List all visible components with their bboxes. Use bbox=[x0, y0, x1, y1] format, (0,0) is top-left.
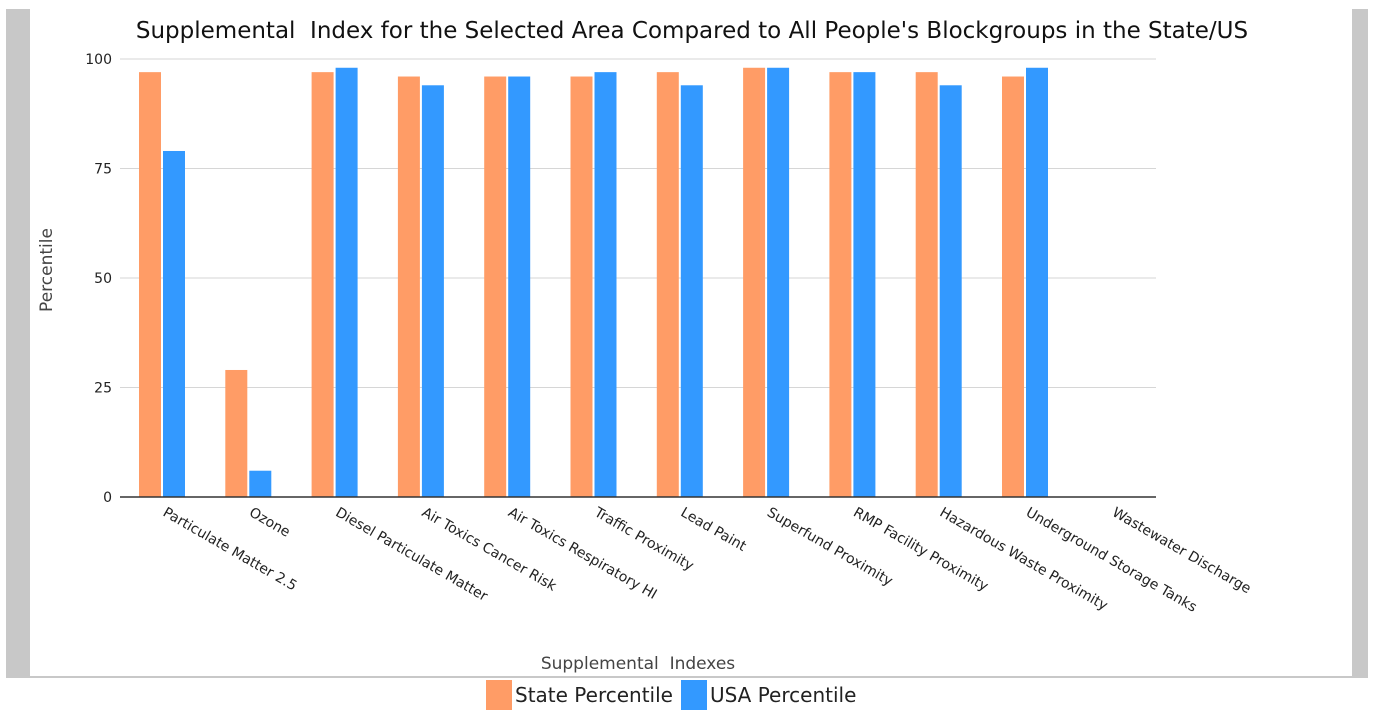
bar-usa[interactable] bbox=[767, 67, 790, 497]
chart-title: Supplemental Index for the Selected Area… bbox=[136, 18, 1248, 44]
bar-state[interactable] bbox=[397, 76, 420, 498]
bar-state[interactable] bbox=[743, 67, 766, 497]
x-tick-label: Underground Storage Tanks bbox=[1023, 505, 1199, 616]
bar-state[interactable] bbox=[656, 72, 679, 497]
x-tick-label: Wastewater Discharge bbox=[1109, 505, 1253, 598]
x-tick-label: Hazardous Waste Proximity bbox=[937, 505, 1111, 614]
bar-state[interactable] bbox=[225, 369, 248, 497]
x-axis-label: Supplemental Indexes bbox=[541, 654, 735, 674]
bar-usa[interactable] bbox=[249, 470, 272, 497]
bar-state[interactable] bbox=[1002, 76, 1024, 498]
bars bbox=[139, 67, 1048, 498]
y-axis-ticks: 0 25 50 75 100 bbox=[85, 52, 112, 506]
bar-usa[interactable] bbox=[508, 76, 531, 498]
legend-label-state: State Percentile bbox=[515, 683, 673, 707]
bar-usa[interactable] bbox=[421, 85, 444, 497]
bar-state[interactable] bbox=[139, 72, 161, 497]
bar-state[interactable] bbox=[311, 72, 334, 497]
bar-usa[interactable] bbox=[939, 85, 962, 497]
x-tick-label: Ozone bbox=[246, 505, 292, 541]
legend-label-usa: USA Percentile bbox=[709, 683, 857, 707]
x-tick-label: Diesel Particulate Matter bbox=[333, 505, 491, 605]
legend-item-usa[interactable]: USA Percentile bbox=[680, 680, 857, 710]
y-tick-label: 75 bbox=[94, 162, 112, 178]
gridlines bbox=[120, 58, 1156, 388]
y-axis-label: Percentile bbox=[37, 228, 57, 312]
y-tick-label: 25 bbox=[94, 381, 112, 397]
x-tick-label: Lead Paint bbox=[678, 505, 749, 555]
bar-usa[interactable] bbox=[680, 85, 703, 497]
bar-state[interactable] bbox=[570, 76, 593, 498]
legend-item-state[interactable]: State Percentile bbox=[486, 680, 673, 710]
bar-usa[interactable] bbox=[853, 72, 876, 497]
y-tick-label: 0 bbox=[103, 490, 112, 506]
y-tick-label: 50 bbox=[94, 271, 112, 287]
y-tick-label: 100 bbox=[85, 52, 112, 68]
bar-usa[interactable] bbox=[163, 150, 185, 498]
bar-usa[interactable] bbox=[594, 72, 617, 497]
bar-state[interactable] bbox=[484, 76, 507, 498]
legend-swatch-usa bbox=[680, 680, 707, 710]
bar-state[interactable] bbox=[829, 72, 852, 497]
x-tick-label: Air Toxics Respiratory HI bbox=[505, 505, 659, 603]
legend: State Percentile USA Percentile bbox=[486, 680, 864, 710]
bar-usa[interactable] bbox=[1026, 67, 1048, 497]
bar-state[interactable] bbox=[915, 72, 938, 497]
bar-usa[interactable] bbox=[335, 67, 358, 497]
legend-swatch-state bbox=[486, 680, 512, 710]
